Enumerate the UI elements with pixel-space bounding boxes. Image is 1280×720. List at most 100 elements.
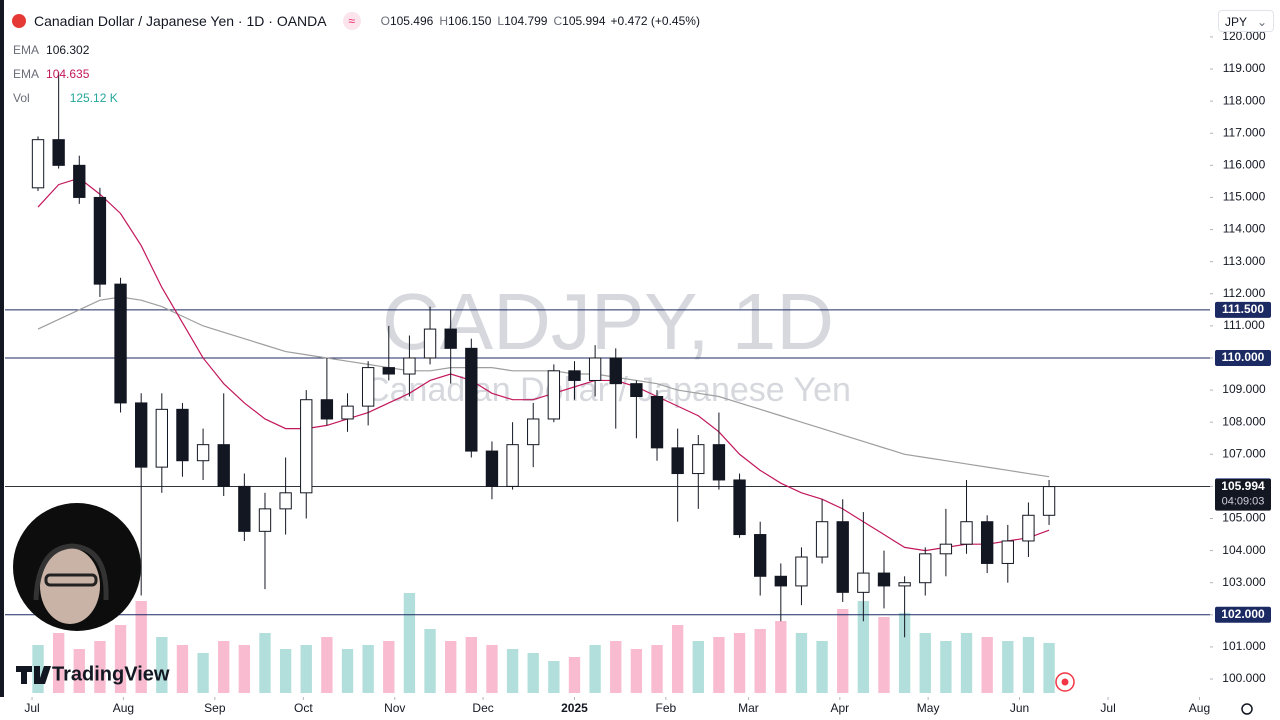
y-tick-label: 112.000 xyxy=(1223,286,1266,300)
close-value: 105.994 xyxy=(562,14,606,28)
candle-body xyxy=(547,370,561,420)
y-tick-label: 107.000 xyxy=(1222,446,1266,460)
x-tick-label: Feb xyxy=(656,701,677,715)
ema-line xyxy=(37,177,1050,552)
candle-body xyxy=(588,357,602,381)
candle-body xyxy=(671,447,684,475)
x-tick-label: May xyxy=(917,701,940,715)
volume-bar xyxy=(816,641,828,693)
candle-body xyxy=(650,395,664,449)
countdown: 04:09:03 xyxy=(1222,495,1265,507)
legend-name: EMA xyxy=(13,67,40,81)
candle-body xyxy=(444,328,457,349)
volume-bar xyxy=(960,633,973,693)
indicator-toggle[interactable]: ≈ xyxy=(342,12,361,30)
volume-bar xyxy=(548,661,560,693)
candle-body xyxy=(919,553,932,584)
currency-select[interactable]: JPY ⌄ xyxy=(1218,10,1274,32)
candle-body xyxy=(1001,540,1014,564)
symbol-name[interactable]: Canadian Dollar / Japanese Yen · 1D · OA… xyxy=(34,13,327,29)
volume-bar xyxy=(981,637,993,693)
open-label: O xyxy=(380,14,390,28)
y-tick-label: 115.000 xyxy=(1223,190,1266,204)
x-tick-label: Aug xyxy=(113,701,134,715)
volume-bar xyxy=(651,645,663,693)
candle-body xyxy=(609,357,622,385)
y-tick-label: 108.000 xyxy=(1222,414,1266,428)
watermark-sub: Canadian Dollar / Japanese Yen xyxy=(365,371,851,409)
y-tick-label: 116.000 xyxy=(1223,158,1266,172)
candle-body xyxy=(754,534,767,577)
symbol-header: Canadian Dollar / Japanese Yen · 1D · OA… xyxy=(12,12,700,30)
volume-bar xyxy=(424,629,436,693)
candle-body xyxy=(795,556,808,587)
volume-bar xyxy=(238,645,251,693)
volume-bar xyxy=(857,601,870,693)
volume-bar xyxy=(73,649,85,693)
candle-body xyxy=(527,418,540,446)
volume-bar xyxy=(362,645,374,693)
candle-body xyxy=(630,383,643,397)
candle-body xyxy=(774,575,787,587)
candle-body xyxy=(176,408,189,462)
x-tick-label: Sep xyxy=(204,701,226,715)
candle-body xyxy=(217,444,230,487)
candle-body xyxy=(465,347,478,452)
y-tick-label: 114.000 xyxy=(1223,222,1266,236)
x-tick-label: Oct xyxy=(294,701,313,715)
candle-body xyxy=(506,444,519,487)
candle-body xyxy=(568,370,581,381)
volume-bar xyxy=(506,649,519,693)
y-tick-label: 118.000 xyxy=(1223,93,1266,107)
volume-bar xyxy=(1002,641,1014,693)
candle-body xyxy=(320,399,334,420)
volume-bar xyxy=(259,633,271,693)
volume-bar xyxy=(156,637,168,693)
volume-bar xyxy=(52,633,65,693)
candle-body xyxy=(73,164,86,198)
level-box xyxy=(1215,301,1271,318)
low-value: 104.799 xyxy=(504,14,548,28)
x-tick-label: Jul xyxy=(1100,701,1115,715)
candle-body xyxy=(382,367,395,375)
candle-body xyxy=(52,139,65,166)
candle-body xyxy=(361,367,375,407)
legend-row: EMA 106.302 xyxy=(13,38,125,62)
ema-line xyxy=(37,296,1050,478)
y-tick-label: 103.000 xyxy=(1222,575,1266,589)
volume-bar xyxy=(940,641,952,693)
volume-bar xyxy=(610,641,622,693)
volume-bar xyxy=(692,641,704,693)
level-box xyxy=(1215,606,1271,623)
candle-body xyxy=(485,450,499,487)
candle-body xyxy=(341,405,354,420)
left-border xyxy=(0,0,4,720)
volume-bar xyxy=(837,609,849,693)
volume-bar xyxy=(135,601,147,693)
legend-name: Vol xyxy=(13,91,30,105)
level-label: 111.500 xyxy=(1222,302,1264,316)
low-label: L xyxy=(497,14,505,28)
volume-bar xyxy=(445,641,457,693)
volume-bar xyxy=(465,637,477,693)
volume-bar xyxy=(589,645,601,693)
legend-value: 104.635 xyxy=(46,67,90,81)
legend-name: EMA xyxy=(13,43,40,57)
x-tick-label: Aug xyxy=(1189,701,1210,715)
volume-bar xyxy=(754,629,766,693)
y-tick-label: 101.000 xyxy=(1222,639,1266,653)
y-tick-label: 111.000 xyxy=(1223,318,1265,332)
legend-row: Vol 125.12 K xyxy=(13,86,125,110)
volume-bar xyxy=(713,637,725,693)
candle-body xyxy=(877,572,891,587)
high-label: H xyxy=(439,14,449,28)
y-tick-label: 113.000 xyxy=(1223,254,1266,268)
y-tick-label: 117.000 xyxy=(1223,125,1266,139)
candle-body xyxy=(815,521,829,558)
candle-body xyxy=(898,582,911,587)
volume-bar xyxy=(383,641,395,693)
high-value: 106.150 xyxy=(448,14,492,28)
volume-bar xyxy=(321,637,333,693)
x-tick-label: Jun xyxy=(1010,701,1029,715)
